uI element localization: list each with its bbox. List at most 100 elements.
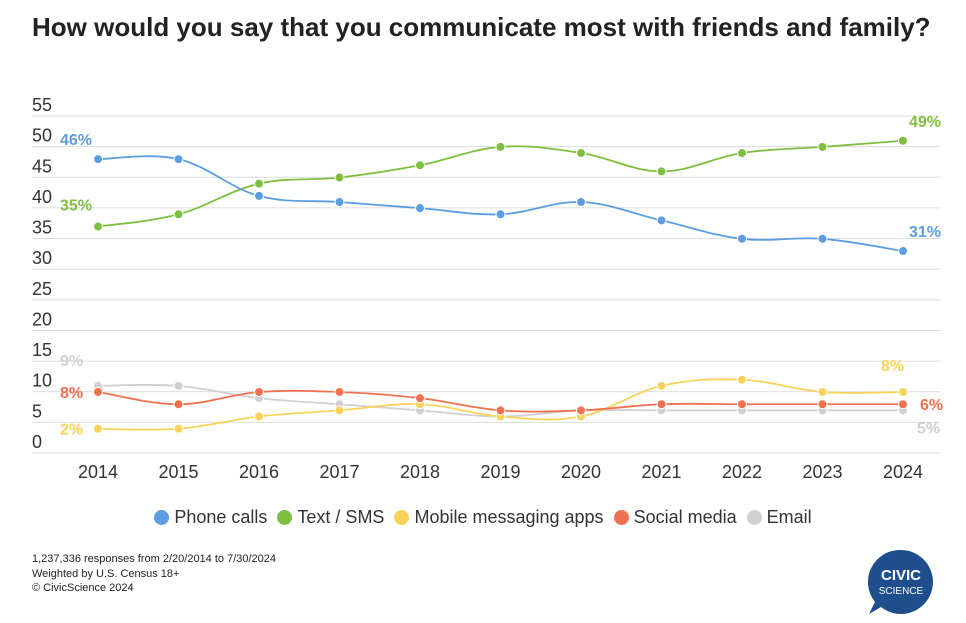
data-point <box>898 246 908 257</box>
data-point <box>334 197 345 208</box>
y-tick-label: 20 <box>32 309 52 329</box>
legend-item: Phone calls <box>154 507 267 528</box>
x-tick-label: 2020 <box>561 462 601 482</box>
legend-marker <box>277 510 293 525</box>
x-tick-label: 2014 <box>78 462 118 482</box>
legend: Phone calls Text / SMS Mobile messaging ap… <box>0 507 966 528</box>
data-point <box>576 197 586 208</box>
x-tick-label: 2015 <box>158 462 198 482</box>
data-point <box>415 393 425 404</box>
data-point <box>656 166 667 177</box>
legend-marker <box>394 510 410 525</box>
end-value-label: 49% <box>909 114 941 131</box>
data-point <box>254 178 264 189</box>
data-point <box>415 203 425 214</box>
x-tick-label: 2021 <box>641 462 681 482</box>
end-value-label: 5% <box>917 420 940 437</box>
data-point <box>817 399 828 410</box>
legend-label: Email <box>766 507 812 527</box>
end-value-label: 8% <box>881 358 904 375</box>
data-point <box>495 141 506 152</box>
data-point <box>173 423 184 434</box>
data-point <box>334 386 345 397</box>
data-point <box>576 148 586 159</box>
data-point <box>93 386 103 397</box>
footnote-copyright: © CivicScience 2024 <box>32 582 134 594</box>
legend-item: Mobile messaging apps <box>394 507 604 528</box>
y-tick-label: 30 <box>32 248 52 268</box>
y-tick-label: 55 <box>32 95 52 115</box>
series-points <box>93 135 908 434</box>
y-tick-label: 10 <box>32 371 52 391</box>
civicscience-logo: CIVIC SCIENCE <box>867 549 933 614</box>
data-point <box>817 386 828 397</box>
logo-text-science: SCIENCE <box>879 586 924 597</box>
data-point <box>93 221 103 232</box>
data-point <box>817 233 828 244</box>
data-point <box>737 148 747 159</box>
x-tick-label: 2016 <box>239 462 279 482</box>
legend-marker <box>746 510 762 525</box>
legend-label: Social media <box>633 507 737 527</box>
series-line <box>97 155 904 252</box>
y-tick-label: 25 <box>32 279 52 299</box>
data-point <box>898 399 908 410</box>
x-tick-label: 2019 <box>480 462 520 482</box>
start-value-label: 35% <box>60 198 92 215</box>
data-point <box>898 135 908 146</box>
x-axis-ticks: 2014 2015 2016 2017 2018 2019 2020 2021 2022 2023… <box>78 462 923 482</box>
y-tick-label: 35 <box>32 218 52 238</box>
x-tick-label: 2022 <box>722 462 762 482</box>
x-tick-label: 2018 <box>400 462 440 482</box>
legend-item: Social media <box>613 507 737 528</box>
data-point <box>415 160 425 171</box>
legend-label: Mobile messaging apps <box>414 507 604 527</box>
data-point <box>495 405 506 416</box>
data-point <box>737 399 747 410</box>
start-value-label: 46% <box>60 132 92 149</box>
legend-marker <box>154 510 170 525</box>
y-tick-label: 40 <box>32 187 52 207</box>
y-tick-label: 0 <box>32 432 42 452</box>
data-point <box>656 215 667 226</box>
y-tick-label: 45 <box>32 156 52 176</box>
x-tick-label: 2024 <box>883 462 923 482</box>
y-tick-label: 15 <box>32 340 52 360</box>
y-tick-label: 50 <box>32 126 52 146</box>
x-tick-label: 2023 <box>802 462 842 482</box>
series-lines <box>97 139 904 431</box>
start-value-label: 2% <box>60 422 83 439</box>
data-point <box>173 154 184 165</box>
footnotes: 1,237,336 responses from 2/20/2014 to 7/… <box>32 552 276 596</box>
x-tick-label: 2017 <box>319 462 359 482</box>
end-value-label: 31% <box>909 224 941 241</box>
legend-item: Text / SMS <box>277 507 384 528</box>
chart-title: How would you say that you communicate m… <box>32 12 931 42</box>
data-point <box>817 141 828 152</box>
footnote-weighting: Weighted by U.S. Census 18+ <box>32 567 180 580</box>
legend-marker <box>613 510 629 525</box>
y-axis-ticks: 0 5 10 15 20 25 30 35 40 45 50 55 <box>32 95 52 452</box>
data-point <box>656 380 667 391</box>
data-point <box>576 405 586 416</box>
data-point <box>173 399 184 410</box>
data-point <box>254 386 264 397</box>
logo-text-civic: CIVIC <box>881 567 921 584</box>
y-tick-label: 5 <box>32 401 42 421</box>
data-point <box>898 386 908 397</box>
legend-item: Email <box>746 507 812 528</box>
data-point <box>334 405 345 416</box>
end-value-label: 6% <box>920 397 943 414</box>
data-point <box>334 172 345 183</box>
start-value-label: 8% <box>60 385 83 402</box>
data-labels: 9% 5% 2% 8% 8% 6% 35% 49% 46% 31% <box>60 114 943 439</box>
data-point <box>737 233 747 244</box>
legend-label: Text / SMS <box>297 507 385 527</box>
data-point <box>254 190 264 201</box>
data-point <box>737 374 747 385</box>
start-value-label: 9% <box>60 353 83 370</box>
data-point <box>173 380 184 391</box>
footnote-responses: 1,237,336 responses from 2/20/2014 to 7/… <box>32 553 277 565</box>
legend-label: Phone calls <box>174 507 268 527</box>
